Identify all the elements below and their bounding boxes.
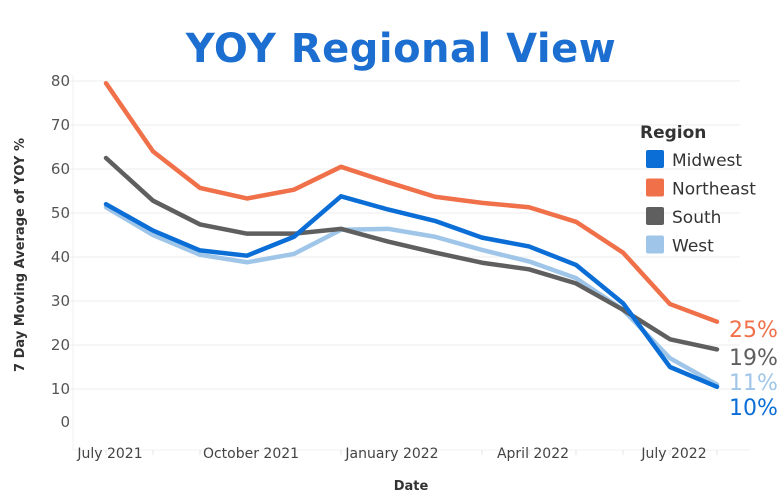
end-label-northeast: 25% [729, 318, 778, 343]
y-tick-label: 30 [51, 292, 70, 310]
x-tick-label: July 2021 [76, 446, 142, 462]
series-lines [103, 80, 720, 390]
x-axis-ticks: July 2021 October 2021 January 2022 April 2… [76, 446, 718, 462]
legend-swatch-midwest [646, 150, 664, 168]
x-tick-label: April 2022 [497, 446, 569, 462]
legend-label-northeast: Northeast [672, 180, 756, 200]
x-axis-title: Date [394, 479, 429, 494]
y-tick-label: 20 [51, 336, 70, 354]
y-tick-label: 10 [51, 380, 70, 398]
series-line-south [103, 155, 720, 352]
legend-label-midwest: Midwest [672, 151, 742, 171]
end-labels: 10% 25% 19%11% [729, 318, 778, 421]
y-tick-label: 60 [51, 160, 70, 178]
legend-label-west: West [672, 237, 714, 257]
y-tick-label: 40 [51, 248, 70, 266]
legend-label-south: South [672, 208, 721, 228]
x-tick-label: October 2021 [203, 446, 299, 462]
y-tick-label: 80 [51, 72, 70, 90]
legend-swatch-northeast [646, 178, 664, 197]
series-line-west [103, 205, 720, 387]
y-axis-title: 7 Day Moving Average of YOY % [13, 138, 28, 372]
chart-title: YOY Regional View [185, 26, 616, 72]
legend: Region Midwest Northeast South West [640, 123, 756, 257]
end-label-west: 11% [729, 371, 778, 396]
legend-swatch-west [646, 235, 664, 254]
series-line-midwest [103, 194, 720, 390]
y-axis-ticks: 0 10 20 30 40 50 60 70 80 [51, 72, 70, 431]
legend-swatch-south [646, 207, 664, 225]
x-tick-label: January 2022 [344, 446, 438, 462]
end-label-south: 19% [729, 346, 778, 371]
y-tick-label: 0 [60, 413, 70, 431]
x-tick-label: July 2022 [640, 446, 706, 462]
y-tick-label: 70 [51, 116, 70, 134]
y-tick-label: 50 [51, 204, 70, 222]
series-line-northeast [103, 80, 720, 324]
end-label-midwest: 10% [729, 396, 778, 421]
legend-title: Region [640, 123, 706, 143]
